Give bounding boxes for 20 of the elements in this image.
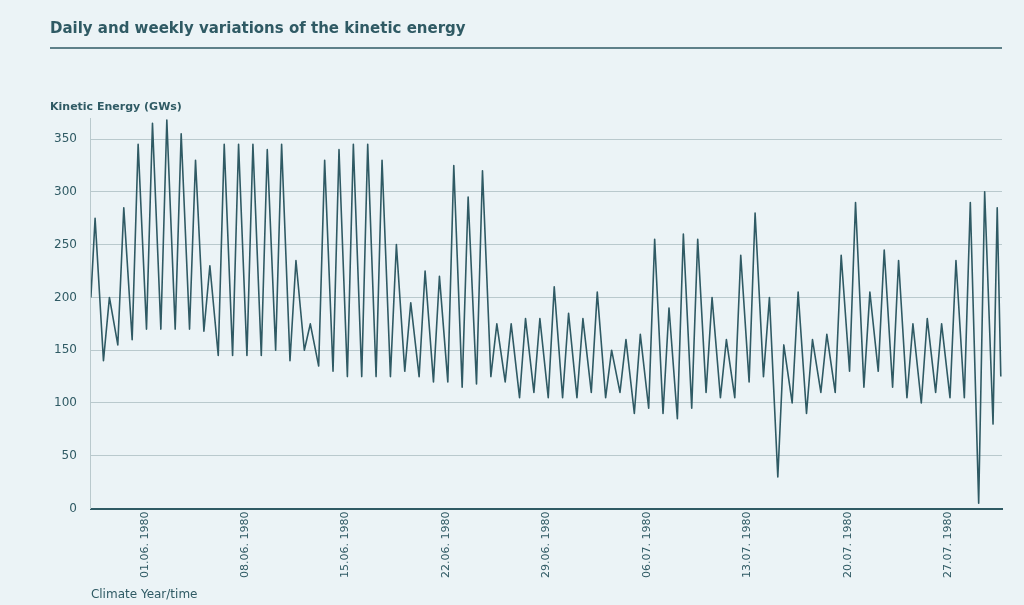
y-tick-label: 50: [61, 447, 77, 462]
x-tick-label: 06.07. 1980: [639, 511, 653, 579]
y-tick-label: 200: [54, 289, 77, 304]
y-tick-label: 250: [54, 236, 77, 251]
y-axis-title: Kinetic Energy (GWs): [50, 100, 182, 113]
y-tick-label: 350: [54, 131, 77, 146]
x-tick-label: 27.07. 1980: [941, 511, 955, 579]
x-tick-label: 20.07. 1980: [840, 511, 854, 579]
x-tick-label: 22.06. 1980: [438, 511, 452, 579]
y-tick-label: 100: [54, 395, 77, 410]
y-tick-label: 0: [69, 500, 77, 515]
x-tick-label: 01.06. 1980: [137, 511, 151, 579]
chart-title: Daily and weekly variations of the kinetic energy: [50, 19, 466, 37]
x-tick-label: 29.06. 1980: [539, 511, 553, 579]
x-axis-title: Climate Year/time: [90, 587, 198, 602]
x-tick-label: 13.07. 1980: [740, 511, 754, 579]
y-tick-label: 150: [54, 342, 77, 357]
y-tick-label: 300: [54, 184, 77, 199]
x-tick-label: 15.06. 1980: [338, 511, 352, 579]
x-tick-label: 08.06. 1980: [238, 511, 251, 579]
